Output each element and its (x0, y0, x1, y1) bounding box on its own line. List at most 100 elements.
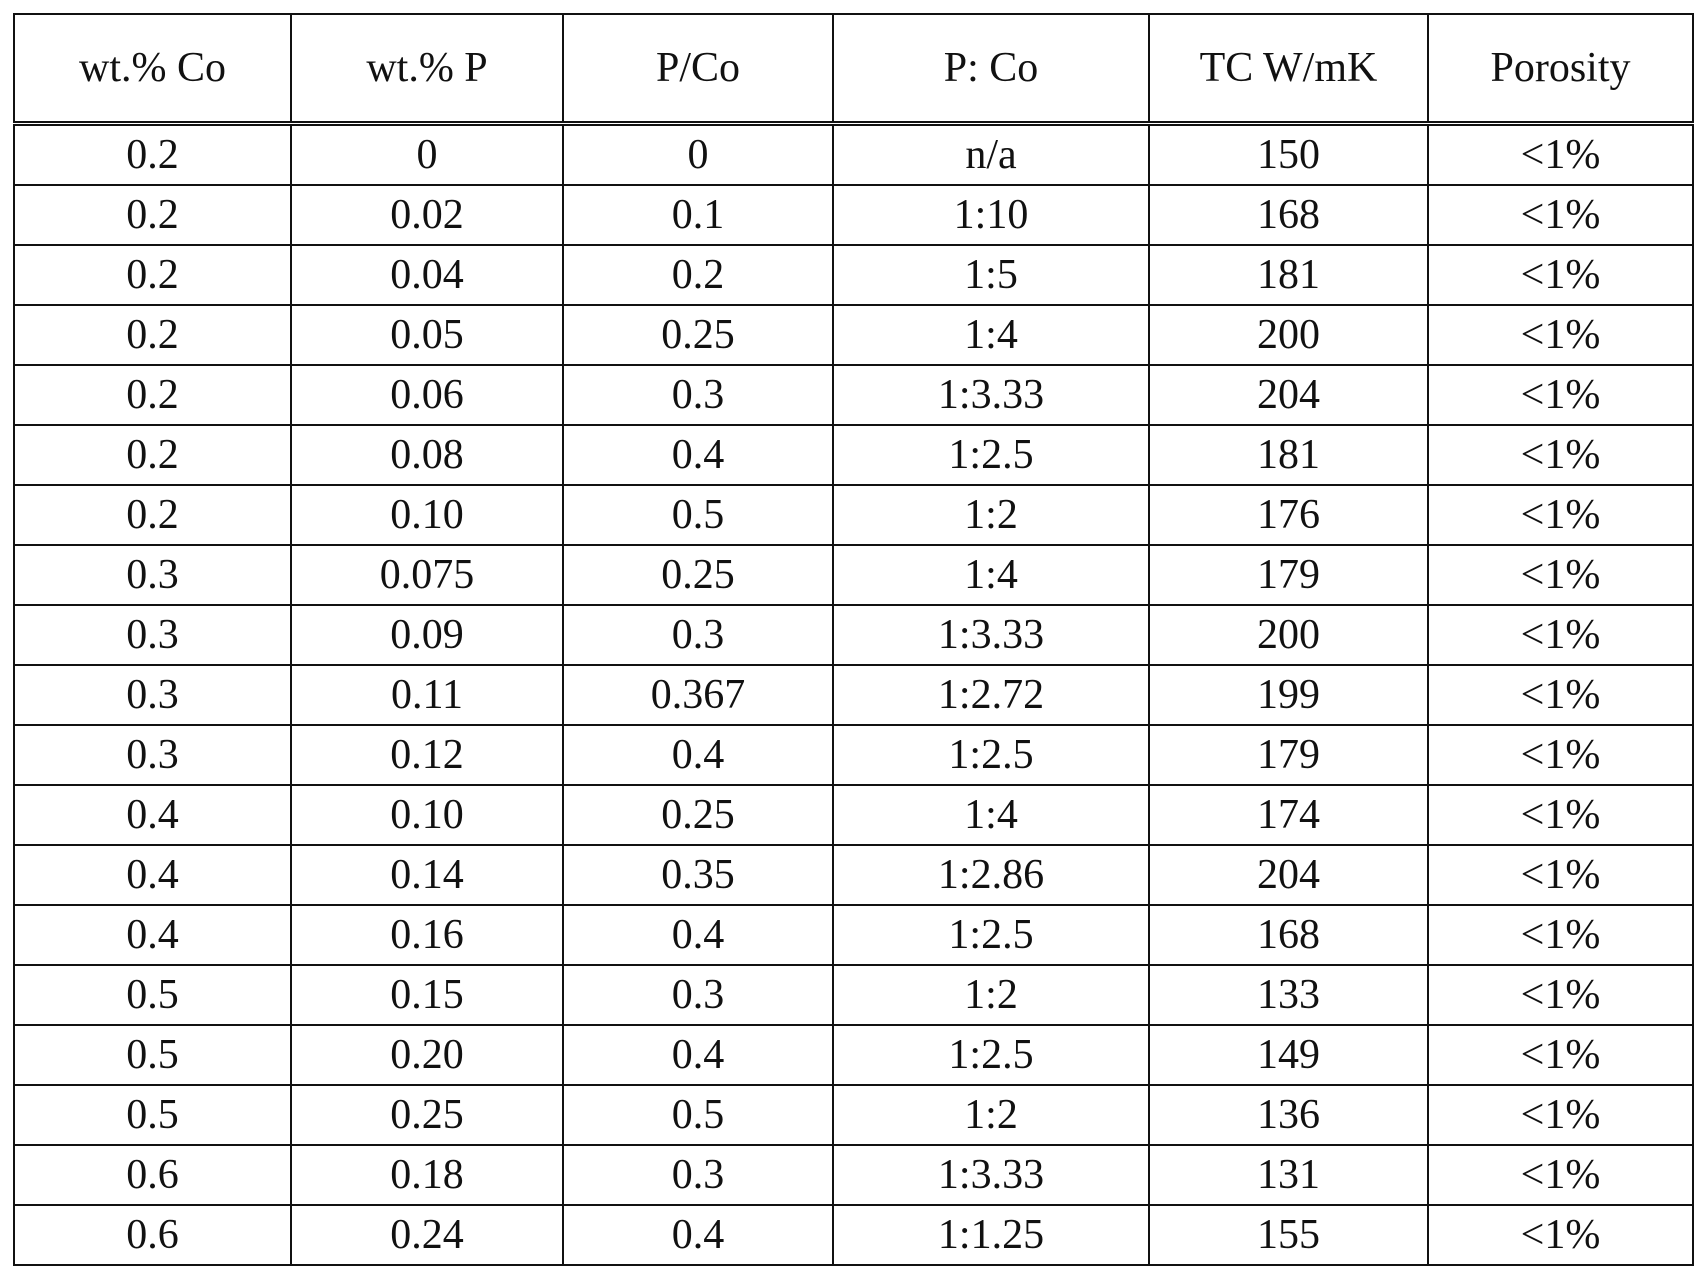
table-cell: <1% (1428, 1085, 1693, 1145)
table-cell: 0.15 (291, 965, 563, 1025)
header-cell: TC W/mK (1149, 14, 1428, 124)
table-cell: 0.2 (14, 365, 291, 425)
table-cell: <1% (1428, 605, 1693, 665)
table-cell: 0.4 (14, 845, 291, 905)
table-cell: 1:3.33 (833, 1145, 1149, 1205)
table-row: 0.20.050.251:4200<1% (14, 305, 1693, 365)
table-cell: <1% (1428, 305, 1693, 365)
table-cell: 1:2.5 (833, 1025, 1149, 1085)
table-cell: 155 (1149, 1205, 1428, 1265)
table-cell: 0.3 (14, 725, 291, 785)
table-cell: <1% (1428, 545, 1693, 605)
table-row: 0.20.060.31:3.33204<1% (14, 365, 1693, 425)
header-cell: wt.% P (291, 14, 563, 124)
table-cell: 0.05 (291, 305, 563, 365)
table-cell: 0.4 (563, 425, 833, 485)
table-cell: 0.08 (291, 425, 563, 485)
table-cell: 0.25 (291, 1085, 563, 1145)
table-cell: 0.3 (563, 605, 833, 665)
table-cell: 0.6 (14, 1145, 291, 1205)
table-cell: 0.2 (14, 245, 291, 305)
table-cell: 1:2 (833, 965, 1149, 1025)
table-cell: <1% (1428, 365, 1693, 425)
table-cell: <1% (1428, 1205, 1693, 1265)
table-cell: 1:2.72 (833, 665, 1149, 725)
table-row: 0.30.110.3671:2.72199<1% (14, 665, 1693, 725)
table-cell: 174 (1149, 785, 1428, 845)
table-row: 0.40.160.41:2.5168<1% (14, 905, 1693, 965)
table-cell: 0.4 (563, 905, 833, 965)
table-cell: 181 (1149, 425, 1428, 485)
table-row: 0.20.040.21:5181<1% (14, 245, 1693, 305)
table-cell: 0.5 (14, 1085, 291, 1145)
table-cell: 1:5 (833, 245, 1149, 305)
page: wt.% Cowt.% PP/CoP: CoTC W/mKPorosity 0.… (0, 0, 1702, 1277)
table-row: 0.50.150.31:2133<1% (14, 965, 1693, 1025)
table-cell: 0.2 (563, 245, 833, 305)
header-cell: P: Co (833, 14, 1149, 124)
table-cell: 0.04 (291, 245, 563, 305)
table-cell: 0.02 (291, 185, 563, 245)
table-cell: <1% (1428, 185, 1693, 245)
table-cell: 0.3 (563, 965, 833, 1025)
table-cell: 0 (563, 124, 833, 186)
table-cell: 1:3.33 (833, 365, 1149, 425)
table-cell: 0.10 (291, 485, 563, 545)
table-cell: 0.2 (14, 485, 291, 545)
table-cell: 0.16 (291, 905, 563, 965)
table-cell: <1% (1428, 665, 1693, 725)
table-cell: 0.1 (563, 185, 833, 245)
table-cell: 0.25 (563, 545, 833, 605)
table-cell: 168 (1149, 905, 1428, 965)
table-cell: 149 (1149, 1025, 1428, 1085)
table-cell: 0.3 (14, 665, 291, 725)
table-cell: 181 (1149, 245, 1428, 305)
table-row: 0.30.0750.251:4179<1% (14, 545, 1693, 605)
table-cell: 0.20 (291, 1025, 563, 1085)
table-cell: 0 (291, 124, 563, 186)
header-cell: P/Co (563, 14, 833, 124)
table-cell: 0.367 (563, 665, 833, 725)
table-cell: 1:1.25 (833, 1205, 1149, 1265)
table-cell: 1:2.5 (833, 725, 1149, 785)
table-cell: 0.2 (14, 185, 291, 245)
table-row: 0.20.080.41:2.5181<1% (14, 425, 1693, 485)
table-row: 0.30.120.41:2.5179<1% (14, 725, 1693, 785)
table-cell: 168 (1149, 185, 1428, 245)
table-row: 0.30.090.31:3.33200<1% (14, 605, 1693, 665)
table-cell: 0.24 (291, 1205, 563, 1265)
table-cell: 0.2 (14, 425, 291, 485)
table-cell: 200 (1149, 605, 1428, 665)
table-cell: 1:2 (833, 1085, 1149, 1145)
table-cell: 179 (1149, 725, 1428, 785)
table-cell: 0.075 (291, 545, 563, 605)
header-row: wt.% Cowt.% PP/CoP: CoTC W/mKPorosity (14, 14, 1693, 124)
table-cell: 0.09 (291, 605, 563, 665)
data-table: wt.% Cowt.% PP/CoP: CoTC W/mKPorosity 0.… (13, 13, 1694, 1266)
table-cell: 179 (1149, 545, 1428, 605)
table-cell: 0.5 (563, 1085, 833, 1145)
table-cell: 176 (1149, 485, 1428, 545)
table-row: 0.60.180.31:3.33131<1% (14, 1145, 1693, 1205)
table-row: 0.40.100.251:4174<1% (14, 785, 1693, 845)
table-row: 0.60.240.41:1.25155<1% (14, 1205, 1693, 1265)
table-cell: 0.10 (291, 785, 563, 845)
table-cell: <1% (1428, 1025, 1693, 1085)
table-cell: n/a (833, 124, 1149, 186)
table-cell: 0.06 (291, 365, 563, 425)
table-cell: 200 (1149, 305, 1428, 365)
table-cell: <1% (1428, 245, 1693, 305)
table-row: 0.20.100.51:2176<1% (14, 485, 1693, 545)
table-cell: 0.2 (14, 305, 291, 365)
header-cell: Porosity (1428, 14, 1693, 124)
table-cell: 0.6 (14, 1205, 291, 1265)
table-cell: 0.4 (14, 785, 291, 845)
table-header: wt.% Cowt.% PP/CoP: CoTC W/mKPorosity (14, 14, 1693, 124)
table-row: 0.50.250.51:2136<1% (14, 1085, 1693, 1145)
table-cell: 204 (1149, 365, 1428, 425)
table-cell: 150 (1149, 124, 1428, 186)
table-cell: 131 (1149, 1145, 1428, 1205)
table-cell: 1:2 (833, 485, 1149, 545)
table-cell: 0.4 (563, 725, 833, 785)
table-cell: <1% (1428, 785, 1693, 845)
